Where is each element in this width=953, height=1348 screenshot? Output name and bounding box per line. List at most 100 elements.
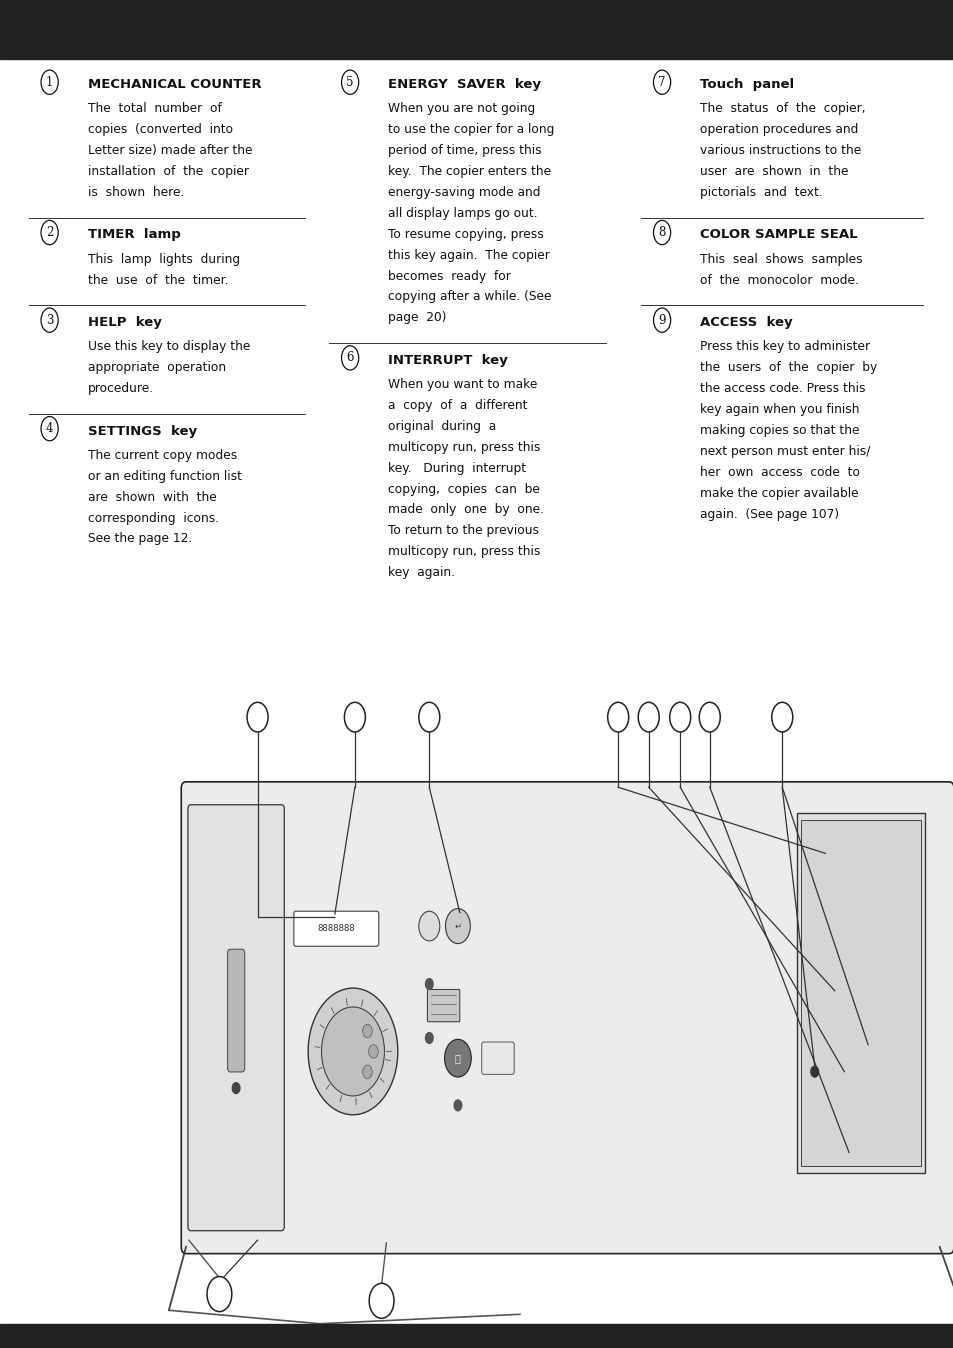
Circle shape: [369, 1283, 394, 1318]
FancyBboxPatch shape: [427, 989, 459, 1022]
Bar: [801, 820, 920, 1166]
Text: See the page 12.: See the page 12.: [88, 532, 192, 546]
Text: make the copier available: make the copier available: [700, 487, 858, 500]
Circle shape: [362, 1065, 372, 1078]
Text: the access code. Press this: the access code. Press this: [700, 381, 864, 395]
Text: SETTINGS  key: SETTINGS key: [88, 425, 196, 438]
Text: copies  (converted  into: copies (converted into: [88, 124, 233, 136]
Text: key again when you finish: key again when you finish: [700, 403, 859, 417]
Text: 9: 9: [658, 314, 665, 326]
Circle shape: [425, 979, 433, 989]
Text: all display lamps go out.: all display lamps go out.: [388, 206, 537, 220]
Text: key  again.: key again.: [388, 566, 455, 580]
Circle shape: [344, 702, 365, 732]
Text: The  total  number  of: The total number of: [88, 102, 221, 116]
Text: HELP  key: HELP key: [88, 315, 161, 329]
FancyBboxPatch shape: [228, 949, 244, 1072]
Text: again.  (See page 107): again. (See page 107): [700, 507, 839, 520]
Circle shape: [425, 1033, 433, 1043]
Text: This  seal  shows  samples: This seal shows samples: [700, 252, 862, 266]
Text: The  status  of  the  copier,: The status of the copier,: [700, 102, 865, 116]
Circle shape: [418, 911, 439, 941]
Circle shape: [669, 702, 690, 732]
Text: Letter size) made after the: Letter size) made after the: [88, 144, 252, 158]
Text: user  are  shown  in  the: user are shown in the: [700, 164, 848, 178]
Text: MECHANICAL COUNTER: MECHANICAL COUNTER: [88, 78, 261, 92]
Text: copying,  copies  can  be: copying, copies can be: [388, 483, 539, 496]
Circle shape: [699, 702, 720, 732]
Circle shape: [445, 909, 470, 944]
Text: becomes  ready  for: becomes ready for: [388, 270, 511, 283]
Text: to use the copier for a long: to use the copier for a long: [388, 124, 554, 136]
Text: ↵: ↵: [454, 922, 461, 930]
Circle shape: [308, 988, 397, 1115]
Circle shape: [362, 1024, 372, 1038]
Text: COLOR SAMPLE SEAL: COLOR SAMPLE SEAL: [700, 228, 857, 241]
Text: the  users  of  the  copier  by: the users of the copier by: [700, 361, 877, 375]
Circle shape: [638, 702, 659, 732]
Text: original  during  a: original during a: [388, 419, 496, 433]
Text: key.  The copier enters the: key. The copier enters the: [388, 164, 551, 178]
Text: copying after a while. (See: copying after a while. (See: [388, 290, 551, 303]
Text: pictorials  and  text.: pictorials and text.: [700, 186, 822, 200]
Circle shape: [771, 702, 792, 732]
Text: procedure.: procedure.: [88, 381, 153, 395]
FancyBboxPatch shape: [481, 1042, 514, 1074]
Text: page  20): page 20): [388, 311, 446, 325]
Text: 4: 4: [46, 422, 53, 435]
Circle shape: [233, 1082, 240, 1093]
Text: making copies so that the: making copies so that the: [700, 423, 859, 437]
Circle shape: [607, 702, 628, 732]
Text: Use this key to display the: Use this key to display the: [88, 340, 250, 353]
Text: 10: 10: [17, 1329, 36, 1343]
Text: To resume copying, press: To resume copying, press: [388, 228, 543, 241]
Text: ⏻: ⏻: [455, 1053, 460, 1064]
Text: The current copy modes: The current copy modes: [88, 449, 236, 462]
Text: the  use  of  the  timer.: the use of the timer.: [88, 274, 228, 287]
Text: TIMER  lamp: TIMER lamp: [88, 228, 180, 241]
Text: various instructions to the: various instructions to the: [700, 144, 861, 158]
FancyBboxPatch shape: [188, 805, 284, 1231]
Text: 7: 7: [658, 75, 665, 89]
Text: Touch  panel: Touch panel: [700, 78, 794, 92]
Text: corresponding  icons.: corresponding icons.: [88, 511, 218, 524]
Text: 8: 8: [658, 226, 665, 239]
Bar: [0, 1324, 953, 1348]
Circle shape: [418, 702, 439, 732]
Text: 5: 5: [346, 75, 354, 89]
Text: next person must enter his/: next person must enter his/: [700, 445, 870, 458]
Text: 2: 2: [46, 226, 53, 239]
Text: When you are not going: When you are not going: [388, 102, 535, 116]
Text: of  the  monocolor  mode.: of the monocolor mode.: [700, 274, 859, 287]
Bar: [0, 0, 953, 59]
Text: 6: 6: [346, 352, 354, 364]
Circle shape: [444, 1039, 471, 1077]
Text: period of time, press this: period of time, press this: [388, 144, 541, 158]
Bar: [796, 813, 924, 1173]
Text: To return to the previous: To return to the previous: [388, 524, 538, 538]
Text: 1: 1: [46, 75, 53, 89]
Text: This  lamp  lights  during: This lamp lights during: [88, 252, 239, 266]
Text: ACCESS  key: ACCESS key: [700, 315, 792, 329]
Text: made  only  one  by  one.: made only one by one.: [388, 503, 544, 516]
FancyBboxPatch shape: [294, 911, 378, 946]
Text: INTERRUPT  key: INTERRUPT key: [388, 353, 508, 367]
Text: operation procedures and: operation procedures and: [700, 124, 858, 136]
Text: this key again.  The copier: this key again. The copier: [388, 248, 550, 262]
Circle shape: [207, 1277, 232, 1312]
Text: installation  of  the  copier: installation of the copier: [88, 164, 249, 178]
Circle shape: [454, 1100, 461, 1111]
Text: When you want to make: When you want to make: [388, 377, 537, 391]
FancyBboxPatch shape: [181, 782, 953, 1254]
Text: or an editing function list: or an editing function list: [88, 469, 241, 483]
Text: key.   During  interrupt: key. During interrupt: [388, 461, 526, 474]
Circle shape: [247, 702, 268, 732]
Text: 8888888: 8888888: [317, 925, 355, 933]
Text: multicopy run, press this: multicopy run, press this: [388, 545, 540, 558]
Text: is  shown  here.: is shown here.: [88, 186, 184, 200]
Text: ENERGY  SAVER  key: ENERGY SAVER key: [388, 78, 540, 92]
Text: a  copy  of  a  different: a copy of a different: [388, 399, 527, 412]
Text: Press this key to administer: Press this key to administer: [700, 340, 869, 353]
Text: multicopy run, press this: multicopy run, press this: [388, 441, 540, 454]
Circle shape: [810, 1066, 818, 1077]
